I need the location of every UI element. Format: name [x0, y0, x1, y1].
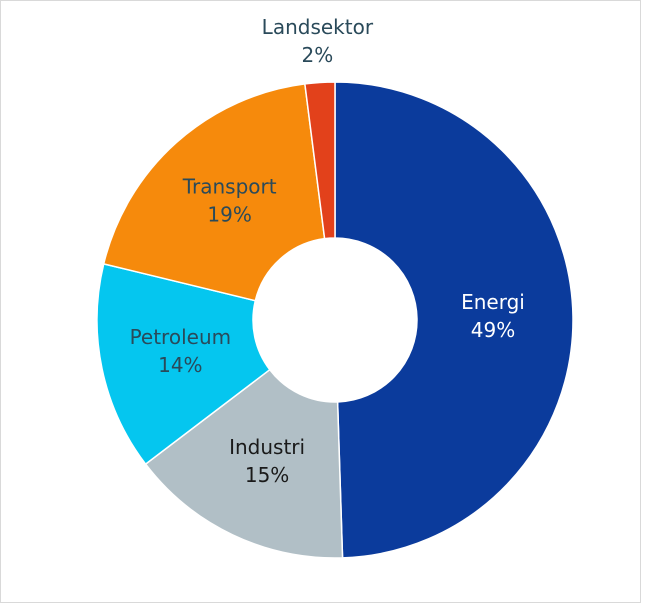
donut-slice — [144, 368, 344, 559]
donut-slice — [304, 81, 336, 240]
slice-value-label: 15% — [245, 463, 289, 487]
slice-label: Petroleum — [130, 325, 232, 349]
donut-slice — [334, 81, 574, 559]
donut-slice — [96, 262, 271, 466]
slice-value-label: 19% — [207, 203, 251, 227]
slice-label: Transport — [182, 175, 277, 199]
slice-label: Landsektor — [262, 15, 374, 39]
slice-value-label: 49% — [471, 318, 515, 342]
slice-label: Industri — [229, 435, 305, 459]
donut-slice — [102, 83, 326, 302]
slice-value-label: 14% — [158, 353, 202, 377]
slice-label: Energi — [461, 290, 525, 314]
slice-value-label: 2% — [302, 43, 334, 67]
